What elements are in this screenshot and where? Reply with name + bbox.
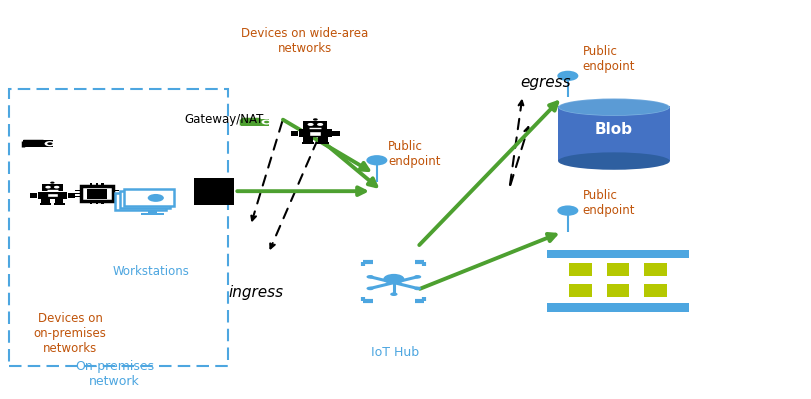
- FancyBboxPatch shape: [115, 193, 165, 210]
- FancyBboxPatch shape: [194, 178, 234, 205]
- FancyBboxPatch shape: [41, 184, 63, 191]
- FancyBboxPatch shape: [89, 201, 92, 204]
- Circle shape: [261, 119, 272, 124]
- Ellipse shape: [557, 152, 669, 170]
- Circle shape: [148, 194, 164, 202]
- FancyBboxPatch shape: [318, 137, 327, 143]
- FancyBboxPatch shape: [240, 119, 269, 126]
- FancyBboxPatch shape: [67, 193, 75, 198]
- Ellipse shape: [557, 99, 669, 116]
- FancyBboxPatch shape: [40, 203, 51, 205]
- Circle shape: [316, 123, 323, 126]
- Text: ingress: ingress: [229, 285, 284, 300]
- FancyBboxPatch shape: [101, 201, 104, 204]
- FancyBboxPatch shape: [87, 189, 107, 199]
- Circle shape: [54, 186, 59, 188]
- FancyBboxPatch shape: [37, 192, 67, 199]
- FancyBboxPatch shape: [298, 129, 331, 137]
- FancyBboxPatch shape: [309, 131, 321, 136]
- FancyBboxPatch shape: [89, 183, 92, 186]
- FancyBboxPatch shape: [55, 198, 63, 204]
- FancyBboxPatch shape: [303, 120, 327, 129]
- Circle shape: [383, 274, 404, 284]
- FancyBboxPatch shape: [96, 201, 98, 204]
- Text: IoT Hub: IoT Hub: [371, 346, 419, 359]
- FancyBboxPatch shape: [606, 284, 629, 297]
- Text: Devices on
on-premises
networks: Devices on on-premises networks: [34, 312, 106, 356]
- Circle shape: [414, 275, 421, 279]
- Circle shape: [366, 275, 373, 279]
- Text: Gateway/NAT: Gateway/NAT: [184, 113, 264, 126]
- FancyBboxPatch shape: [569, 263, 591, 277]
- FancyBboxPatch shape: [546, 303, 689, 312]
- FancyBboxPatch shape: [113, 196, 118, 197]
- Circle shape: [366, 286, 373, 290]
- FancyBboxPatch shape: [113, 193, 118, 194]
- FancyBboxPatch shape: [332, 130, 340, 136]
- Circle shape: [414, 286, 421, 290]
- FancyBboxPatch shape: [606, 263, 629, 277]
- FancyBboxPatch shape: [643, 284, 666, 297]
- Text: Blob: Blob: [594, 122, 633, 137]
- FancyBboxPatch shape: [41, 198, 49, 204]
- FancyBboxPatch shape: [113, 190, 118, 192]
- FancyBboxPatch shape: [643, 263, 666, 277]
- Text: On-premises
network: On-premises network: [75, 360, 154, 388]
- Circle shape: [556, 205, 577, 216]
- FancyBboxPatch shape: [47, 193, 58, 197]
- FancyBboxPatch shape: [24, 140, 53, 147]
- Text: Public
endpoint: Public endpoint: [388, 140, 440, 168]
- FancyBboxPatch shape: [557, 107, 669, 161]
- Circle shape: [366, 155, 387, 166]
- FancyBboxPatch shape: [75, 193, 81, 194]
- Circle shape: [556, 71, 577, 81]
- Text: Workstations: Workstations: [113, 265, 189, 278]
- FancyBboxPatch shape: [569, 284, 591, 297]
- FancyBboxPatch shape: [141, 213, 164, 215]
- FancyBboxPatch shape: [302, 142, 314, 144]
- Text: Public
endpoint: Public endpoint: [581, 45, 634, 73]
- Ellipse shape: [559, 99, 667, 115]
- FancyBboxPatch shape: [123, 189, 174, 206]
- FancyBboxPatch shape: [546, 258, 689, 303]
- Circle shape: [264, 121, 269, 123]
- FancyBboxPatch shape: [303, 137, 312, 143]
- FancyBboxPatch shape: [75, 190, 81, 192]
- Circle shape: [47, 142, 53, 145]
- Circle shape: [50, 182, 54, 184]
- FancyBboxPatch shape: [101, 183, 104, 186]
- FancyBboxPatch shape: [119, 191, 169, 208]
- Text: Public
endpoint: Public endpoint: [581, 190, 634, 217]
- FancyBboxPatch shape: [54, 203, 65, 205]
- FancyBboxPatch shape: [81, 186, 113, 201]
- FancyBboxPatch shape: [316, 142, 328, 144]
- FancyBboxPatch shape: [290, 130, 298, 136]
- Circle shape: [45, 186, 51, 188]
- FancyBboxPatch shape: [148, 210, 157, 213]
- FancyBboxPatch shape: [75, 196, 81, 197]
- Circle shape: [390, 292, 397, 296]
- Circle shape: [307, 123, 313, 126]
- Text: egress: egress: [519, 75, 570, 90]
- FancyBboxPatch shape: [96, 183, 98, 186]
- Circle shape: [45, 141, 55, 146]
- Text: Devices on wide-area
networks: Devices on wide-area networks: [241, 27, 368, 55]
- Circle shape: [312, 118, 317, 120]
- FancyBboxPatch shape: [30, 193, 37, 198]
- FancyBboxPatch shape: [546, 250, 689, 258]
